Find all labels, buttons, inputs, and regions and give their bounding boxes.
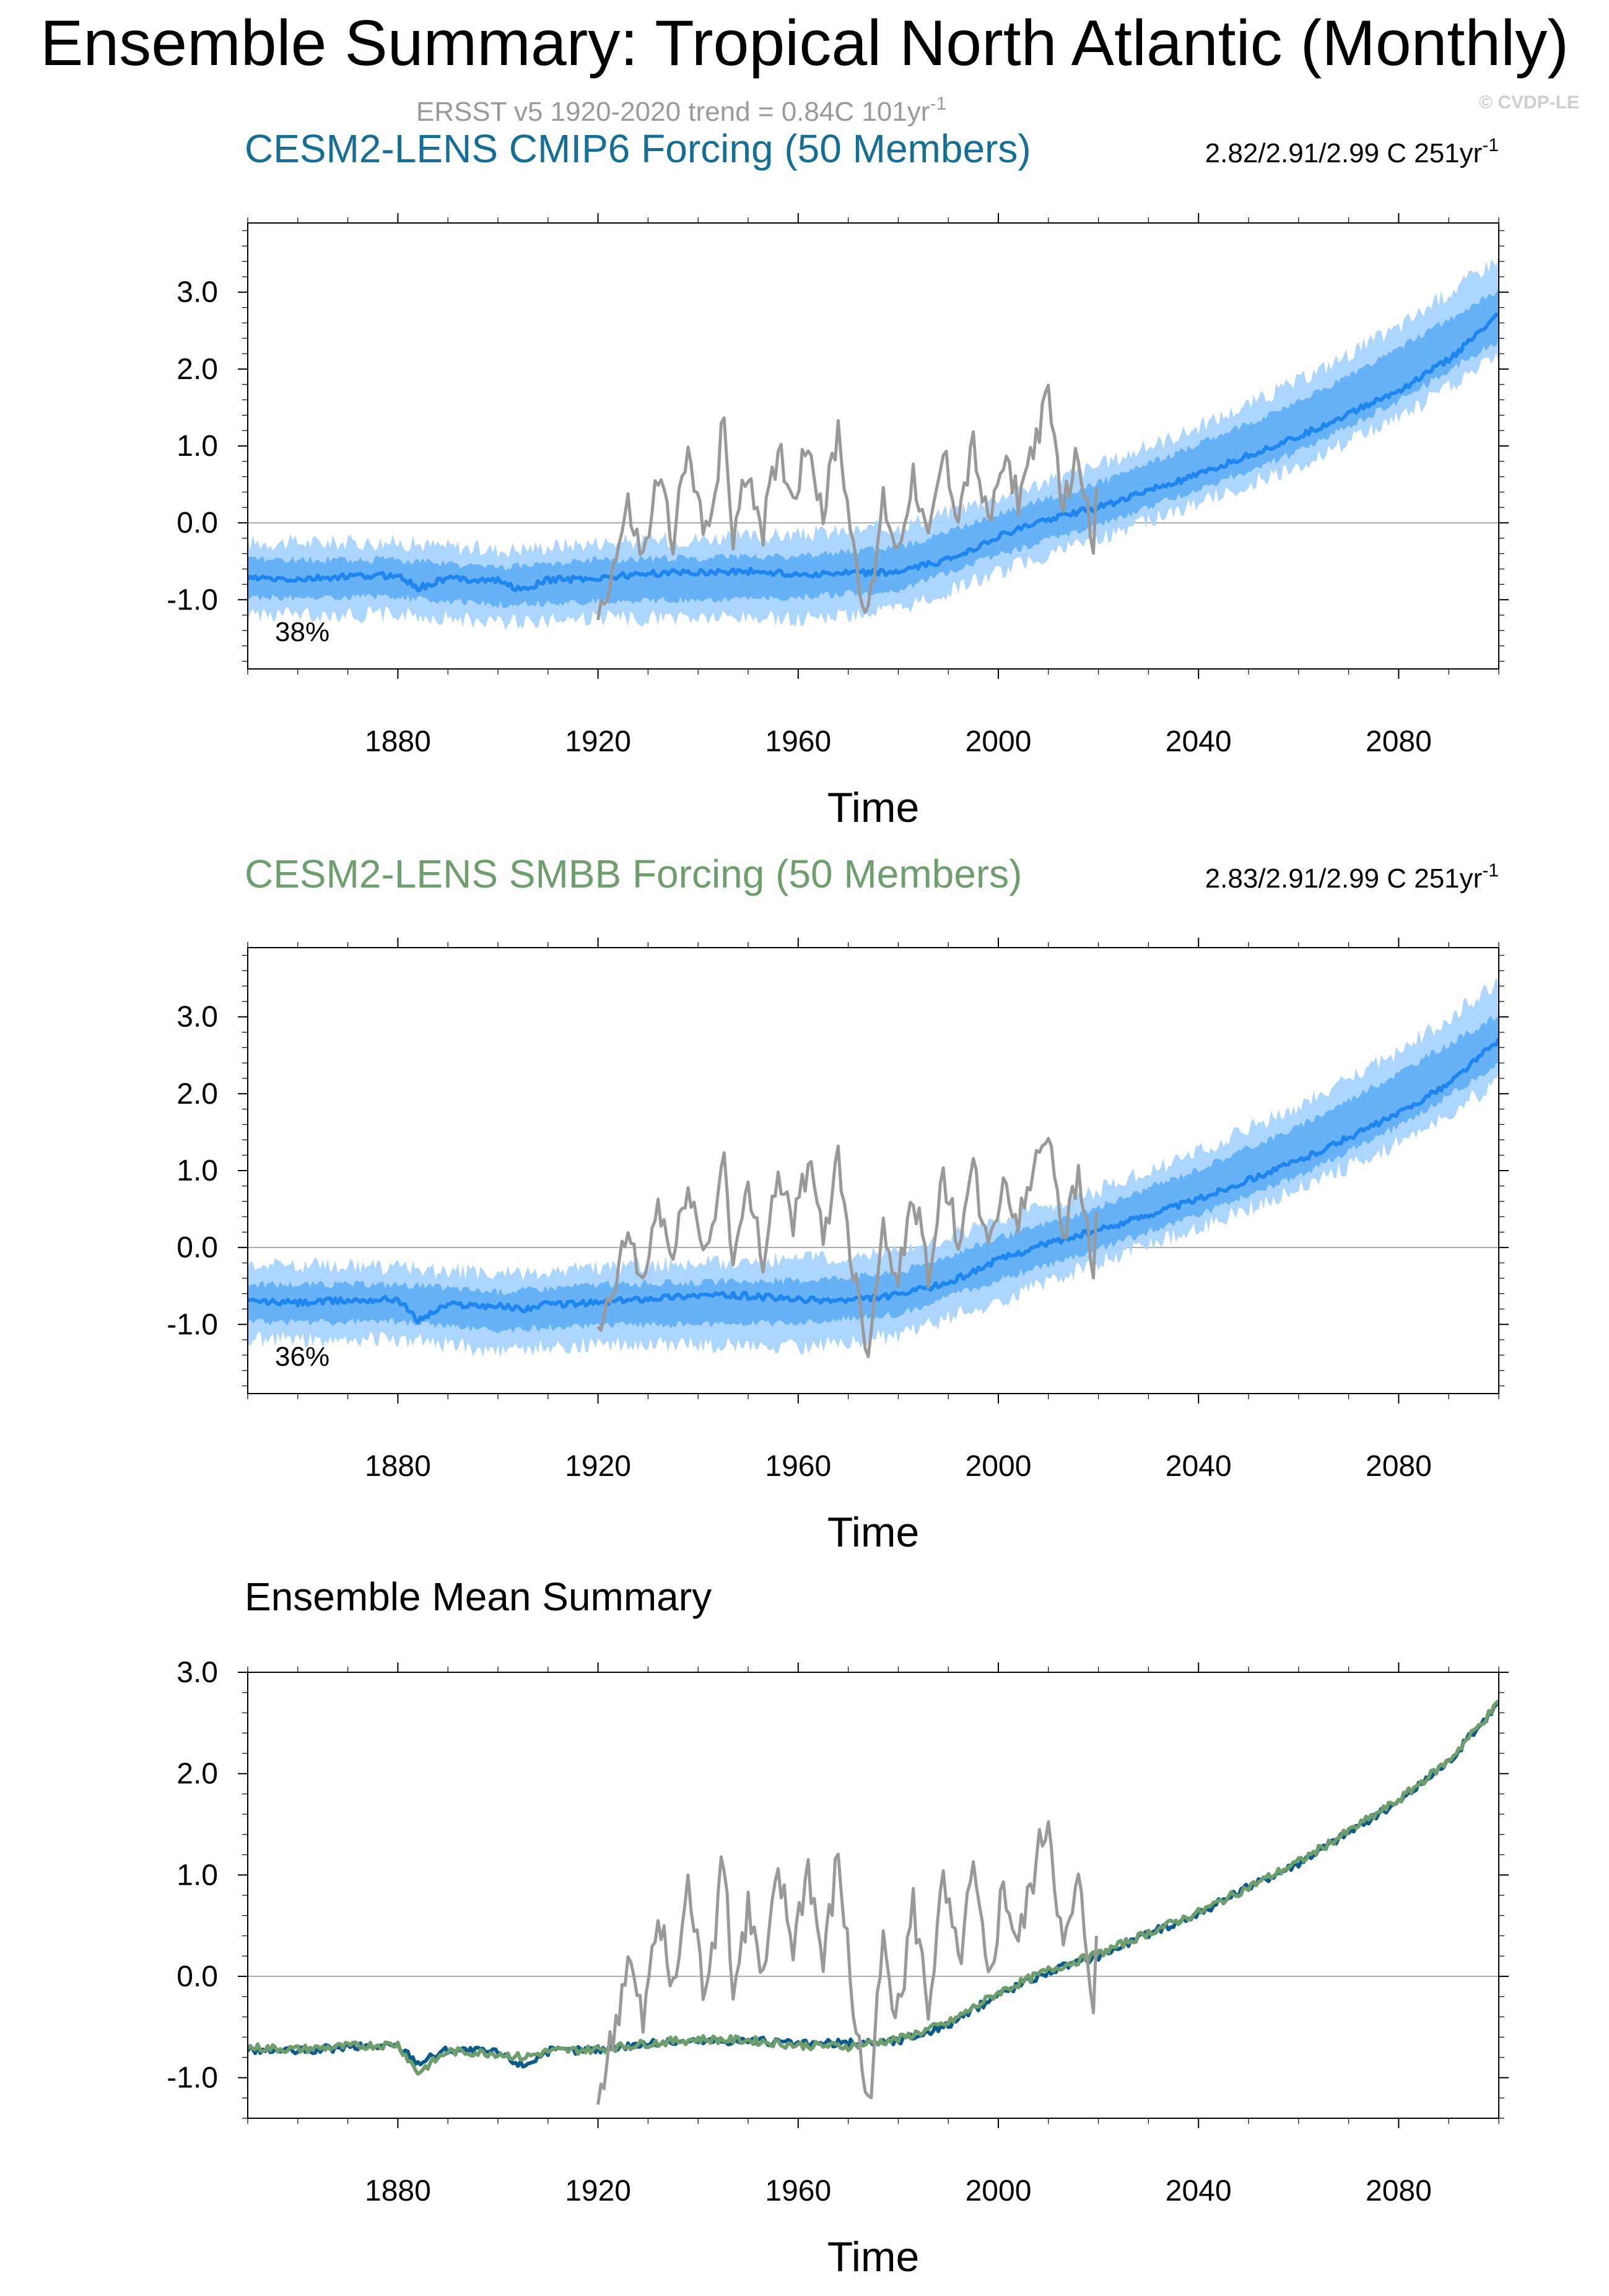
panel-trend-stats: 2.83/2.91/2.99 C 251yr-1 (1205, 860, 1499, 894)
y-tick-label: -1.0 (167, 2062, 218, 2095)
trend-stats-superscript: -1 (1482, 860, 1499, 881)
x-tick-label: 1960 (765, 2175, 831, 2207)
y-tick-label: -1.0 (167, 583, 218, 616)
subtitle-text: ERSST v5 1920-2020 trend = 0.84C 101yr (416, 97, 930, 127)
y-tick-label: -1.0 (167, 1308, 218, 1341)
x-axis-label: Time (827, 784, 920, 831)
y-tick-label: 3.0 (177, 276, 218, 309)
y-tick-label: 0.0 (177, 1231, 218, 1264)
x-tick-label: 2080 (1366, 2175, 1432, 2207)
panel-title: CESM2-LENS CMIP6 Forcing (50 Members) (245, 126, 1031, 171)
y-tick-label: 3.0 (177, 1001, 218, 1034)
y-tick-label: 1.0 (177, 1859, 218, 1892)
ensemble-mean-line (248, 313, 1499, 593)
x-axis-label: Time (827, 2233, 920, 2281)
copyright-label: © CVDP-LE (1479, 92, 1579, 113)
chart-panel-1: CESM2-LENS CMIP6 Forcing (50 Members) 2.8… (167, 126, 1509, 831)
x-tick-label: 1960 (765, 1450, 831, 1483)
y-tick-label: 0.0 (177, 1960, 218, 1993)
x-tick-label: 1880 (365, 725, 431, 758)
observations-line (596, 1820, 1098, 2105)
x-tick-label: 2040 (1166, 725, 1232, 758)
figure-subtitle: ERSST v5 1920-2020 trend = 0.84C 101yr-1 (416, 94, 946, 127)
panel-trend-stats: 2.82/2.91/2.99 C 251yr-1 (1205, 135, 1499, 168)
x-tick-label: 1920 (565, 1450, 631, 1483)
x-tick-label: 2080 (1366, 725, 1432, 758)
panel-title: CESM2-LENS SMBB Forcing (50 Members) (245, 852, 1022, 896)
trend-stats-superscript: -1 (1482, 135, 1499, 155)
x-tick-label: 1920 (565, 2175, 631, 2207)
chart-panel-3: Ensemble Mean Summary 3.0 2.0 1.0 0.0 -1.0 188… (167, 1574, 1509, 2281)
observations-line (596, 383, 1098, 621)
chart-panel-2: CESM2-LENS SMBB Forcing (50 Members) 2.83… (167, 852, 1509, 1556)
plot-area (248, 254, 1499, 631)
panel-title: Ensemble Mean Summary (245, 1574, 712, 1619)
x-tick-label: 1880 (365, 2175, 431, 2207)
x-tick-label: 1960 (765, 725, 831, 758)
y-tick-label: 2.0 (177, 353, 218, 386)
x-tick-label: 1880 (365, 1450, 431, 1483)
panels: CESM2-LENS CMIP6 Forcing (50 Members) 2.8… (167, 126, 1509, 2281)
x-tick-label: 2040 (1166, 2175, 1232, 2207)
y-tick-label: 1.0 (177, 430, 218, 463)
cmip6-mean-line (248, 1702, 1499, 2069)
observations-line (596, 1137, 1098, 1358)
smbb-mean-line (248, 1700, 1499, 2076)
trend-stats-text: 2.82/2.91/2.99 C 251yr (1205, 138, 1483, 168)
percent-label: 36% (275, 1342, 329, 1372)
percent-label: 38% (275, 617, 329, 647)
plot-area (248, 1700, 1499, 2105)
plot-area (248, 977, 1499, 1358)
y-tick-label: 2.0 (177, 1758, 218, 1791)
x-tick-label: 2000 (966, 2175, 1032, 2207)
x-tick-label: 2080 (1366, 1450, 1432, 1483)
x-tick-label: 2000 (966, 1450, 1032, 1483)
x-tick-label: 2000 (966, 725, 1032, 758)
y-tick-label: 0.0 (177, 507, 218, 539)
figure-title: Ensemble Summary: Tropical North Atlanti… (40, 7, 1569, 79)
subtitle-superscript: -1 (930, 94, 946, 114)
x-tick-label: 2040 (1166, 1450, 1232, 1483)
x-axis-label: Time (827, 1509, 920, 1556)
trend-stats-text: 2.83/2.91/2.99 C 251yr (1205, 863, 1483, 894)
y-tick-label: 2.0 (177, 1078, 218, 1111)
x-tick-label: 1920 (565, 725, 631, 758)
y-tick-label: 1.0 (177, 1155, 218, 1187)
y-tick-label: 3.0 (177, 1656, 218, 1689)
